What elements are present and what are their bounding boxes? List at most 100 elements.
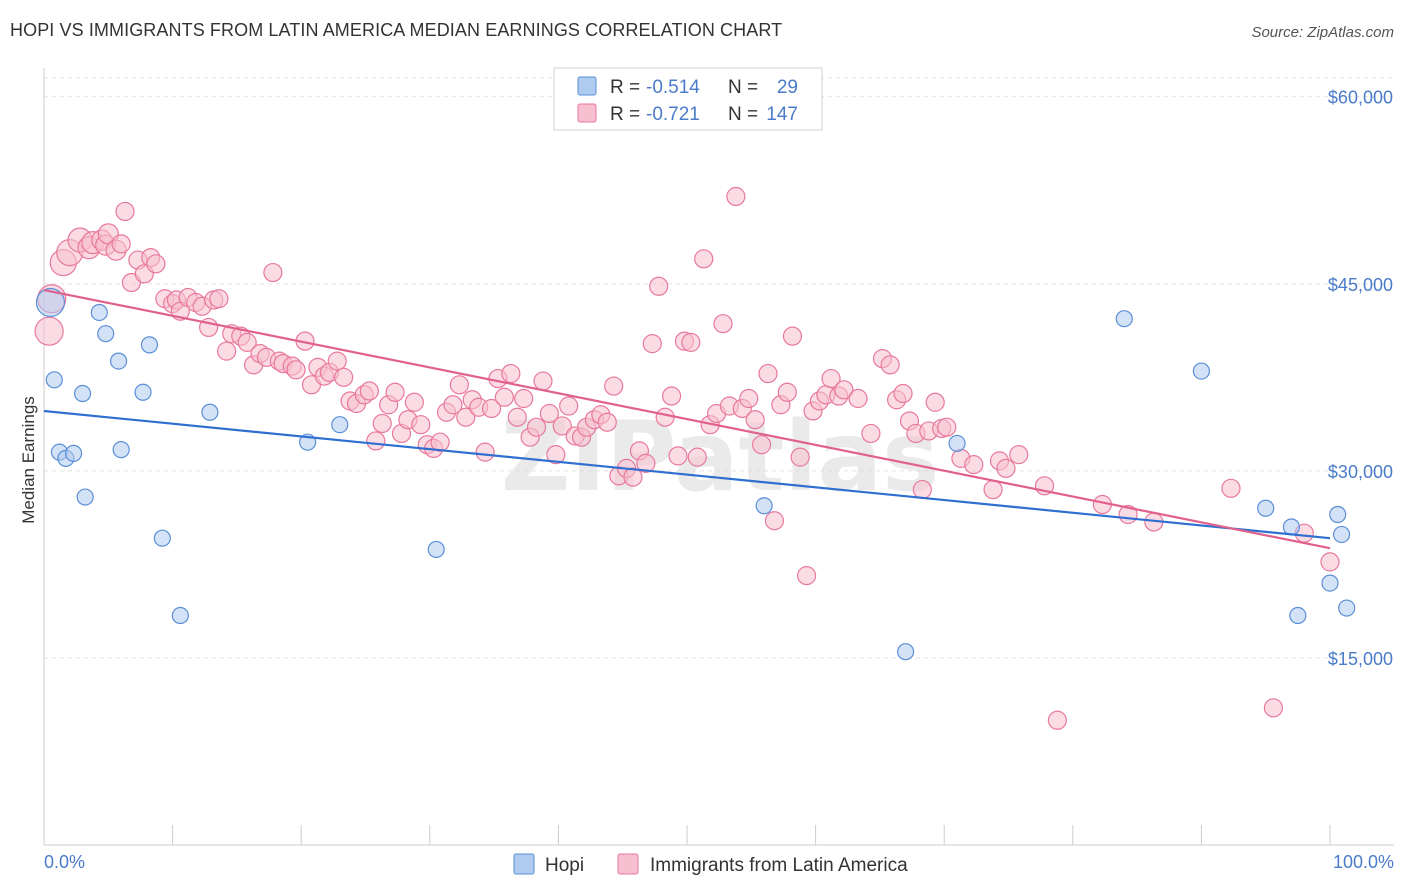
latin-point — [912, 479, 932, 500]
hopi-point — [1289, 606, 1307, 625]
latin-point — [713, 314, 733, 334]
hopi-point — [1338, 599, 1356, 617]
hopi-point — [1332, 525, 1351, 544]
x-tick-label-start: 0.0% — [44, 852, 85, 872]
latin-point — [372, 413, 392, 434]
latin-point — [636, 453, 656, 473]
hopi-point — [427, 540, 445, 559]
y-tick-label: $60,000 — [1328, 88, 1393, 108]
latin-point — [848, 388, 868, 409]
hopi-point — [76, 488, 94, 506]
latin-point — [642, 334, 662, 354]
axes — [43, 68, 1394, 846]
y-tick-labels: $15,000 $30,000 $45,000 $60,000 — [1328, 88, 1393, 669]
trend-lines — [43, 288, 1331, 550]
series-legend: Hopi Immigrants from Latin America — [513, 853, 908, 876]
latin-point — [694, 249, 714, 269]
latin-point — [404, 392, 424, 412]
series-legend-label-hopi: Hopi — [545, 855, 584, 876]
hopi-point — [45, 371, 63, 389]
latin-point — [796, 566, 817, 586]
y-tick-label: $30,000 — [1328, 462, 1393, 482]
latin-point — [501, 363, 521, 384]
latin-point — [237, 332, 257, 352]
latin-point — [327, 351, 347, 371]
latin-point — [111, 234, 131, 254]
hopi-point — [1192, 362, 1211, 380]
legend-n-label-0: N = — [728, 77, 758, 98]
latin-point — [366, 431, 386, 451]
latin-point — [411, 415, 431, 435]
latin-point — [777, 382, 797, 402]
hopi-point — [140, 336, 159, 354]
latin-point — [286, 360, 306, 380]
latin-point — [964, 455, 984, 475]
series-legend-label-latin: Immigrants from Latin America — [650, 855, 908, 876]
latin-point — [861, 423, 881, 444]
hopi-point — [1321, 574, 1339, 592]
latin-point — [533, 371, 553, 391]
latin-point — [494, 387, 514, 407]
hopi-point — [1282, 518, 1301, 536]
series-legend-swatch-hopi — [513, 853, 535, 875]
latin-point — [526, 417, 547, 437]
latin-point — [623, 467, 643, 487]
latin-point — [681, 332, 701, 352]
latin-point — [449, 375, 469, 395]
stats-legend-box — [553, 67, 823, 131]
y-axis-label: Median Earnings — [19, 396, 38, 524]
latin-point — [726, 186, 746, 207]
hopi-point — [897, 643, 915, 661]
latin-point — [655, 407, 675, 427]
legend-r-label-0: R = — [610, 77, 640, 98]
hopi-point — [201, 403, 219, 421]
latin-point — [443, 395, 463, 415]
latin-point — [552, 416, 572, 436]
latin-point — [507, 407, 527, 427]
latin-point — [1221, 478, 1241, 498]
latin-point — [758, 363, 778, 384]
hopi-trend-line — [43, 409, 1331, 540]
latin-point — [739, 388, 759, 409]
latin-point — [456, 407, 476, 427]
latin-point — [34, 316, 64, 346]
series-legend-swatch-latin — [617, 853, 639, 875]
legend-n-value-0: 29 — [777, 77, 798, 98]
latin-point — [764, 511, 785, 531]
legend-n-value-1: 147 — [766, 104, 798, 125]
hopi-point — [64, 444, 83, 462]
hopi-point — [755, 497, 773, 515]
latin-point — [1009, 445, 1029, 465]
hopi-point — [1257, 499, 1275, 517]
latin-point — [539, 403, 559, 424]
hopi-point — [90, 303, 108, 322]
latin-point — [751, 435, 772, 455]
latin-point — [790, 447, 810, 467]
latin-point — [217, 341, 237, 361]
latin-point — [481, 398, 502, 419]
hopi-point — [109, 352, 128, 370]
latin-point — [546, 445, 566, 465]
latin-point — [925, 392, 945, 412]
latin-point — [1320, 552, 1340, 572]
latin-point — [649, 276, 669, 296]
latin-point — [834, 380, 854, 400]
latin-point — [604, 376, 624, 396]
legend-n-label-1: N = — [728, 104, 758, 125]
latin-point — [334, 367, 354, 387]
latin-point — [687, 447, 707, 467]
latin-point — [209, 289, 229, 309]
latin-point — [782, 326, 803, 346]
latin-point — [661, 386, 682, 406]
chart-title: HOPI VS IMMIGRANTS FROM LATIN AMERICA ME… — [10, 20, 783, 40]
latin-point — [996, 458, 1016, 478]
y-tick-label: $45,000 — [1328, 275, 1393, 295]
latin-point — [475, 442, 495, 462]
latin-point — [983, 479, 1003, 500]
hopi-point — [134, 383, 152, 401]
latin-point — [745, 410, 765, 430]
hopi-point — [35, 287, 66, 318]
hopi-point — [1329, 505, 1347, 524]
latin-point — [937, 417, 957, 437]
